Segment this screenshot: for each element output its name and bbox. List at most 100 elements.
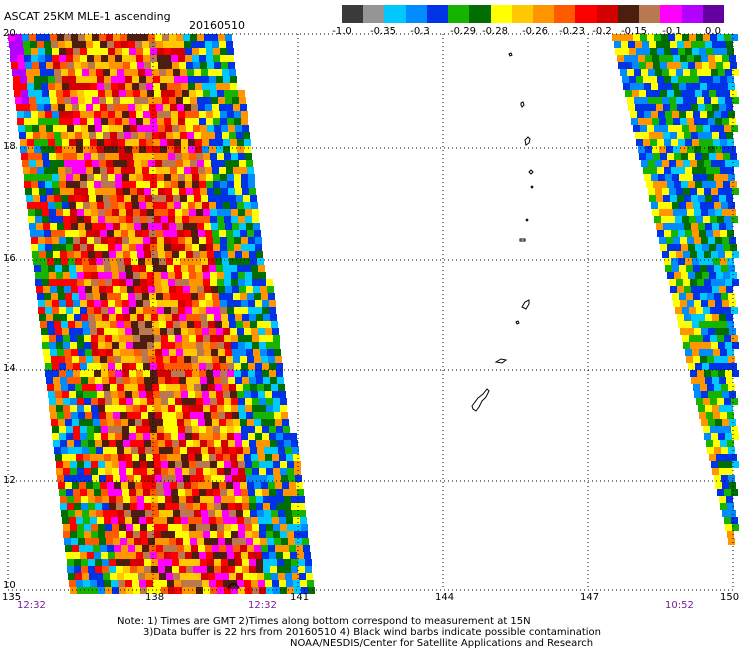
swath-cell [243, 321, 250, 328]
swath-cell [196, 209, 203, 216]
swath-cell [87, 48, 94, 55]
swath-cell [223, 517, 230, 524]
swath-cell [87, 174, 94, 181]
swath-cell [175, 587, 182, 594]
swath-cell [89, 69, 96, 76]
swath-cell [689, 307, 696, 314]
swath-cell [45, 307, 52, 314]
swath-cell [242, 440, 249, 447]
swath-cell [671, 258, 678, 265]
swath-cell [227, 489, 234, 496]
swath-cell [255, 370, 262, 377]
swath-cell [228, 251, 235, 258]
swath-cell [176, 160, 183, 167]
swath-cell [112, 209, 119, 216]
swath-cell [38, 55, 45, 62]
swath-cell [182, 587, 189, 594]
swath-cell [721, 202, 728, 209]
swath-cell [53, 377, 60, 384]
swath-cell [141, 412, 148, 419]
swath-cell [213, 111, 220, 118]
swath-cell [105, 90, 112, 97]
swath-cell [674, 153, 681, 160]
swath-cell [722, 55, 729, 62]
swath-cell [692, 167, 699, 174]
swath-cell [270, 496, 277, 503]
swath-cell [157, 244, 164, 251]
swath-cell [210, 461, 217, 468]
swath-cell [67, 503, 74, 510]
swath-cell [731, 335, 738, 342]
swath-cell [188, 146, 195, 153]
swath-cell [80, 552, 87, 559]
swath-cell [81, 251, 88, 258]
swath-cell [187, 573, 194, 580]
swath-cell [670, 195, 677, 202]
swath-cell [245, 398, 252, 405]
swath-cell [683, 251, 690, 258]
colorbar-swatch [384, 5, 406, 23]
swath-cell [55, 454, 62, 461]
swath-cell [76, 328, 83, 335]
swath-cell [118, 139, 125, 146]
swath-cell [720, 167, 727, 174]
swath-cell [216, 202, 223, 209]
swath-cell [201, 195, 208, 202]
swath-cell [202, 76, 209, 83]
swath-cell [221, 566, 228, 573]
swath-cell [282, 419, 289, 426]
swath-cell [27, 76, 34, 83]
swath-cell [649, 41, 656, 48]
swath-cell [668, 216, 675, 223]
swath-cell [66, 552, 73, 559]
swath-cell [706, 440, 713, 447]
swath-cell [179, 559, 186, 566]
swath-cell [710, 398, 717, 405]
swath-cell [112, 90, 119, 97]
swath-cell [106, 475, 113, 482]
swath-cell [275, 482, 282, 489]
swath-cell [676, 251, 683, 258]
swath-cell [620, 69, 627, 76]
swath-cell [73, 433, 80, 440]
swath-cell [220, 48, 227, 55]
swath-cell [248, 370, 255, 377]
colorbar-tick-label: -1.0 [332, 26, 352, 37]
swath-cell [286, 580, 293, 587]
swath-cell [285, 447, 292, 454]
swath-cell [16, 104, 23, 111]
swath-cell [146, 391, 153, 398]
swath-cell [723, 244, 730, 251]
swath-cell [154, 468, 161, 475]
swath-cell [157, 363, 164, 370]
swath-cell [200, 188, 207, 195]
swath-cell [277, 440, 284, 447]
swath-cell [173, 447, 180, 454]
swath-cell [179, 377, 186, 384]
swath-cell [66, 48, 73, 55]
swath-cell [259, 524, 266, 531]
swath-cell [724, 34, 731, 41]
swath-cell [44, 104, 51, 111]
swath-cell [162, 538, 169, 545]
swath-cell [695, 153, 702, 160]
colorbar-tick-label: -0.23 [559, 26, 585, 37]
swath-cell [237, 265, 244, 272]
swath-cell [84, 531, 91, 538]
swath-cell [94, 174, 101, 181]
swath-cell [209, 328, 216, 335]
swath-cell [202, 83, 209, 90]
swath-cell [717, 34, 724, 41]
swath-cell [228, 377, 235, 384]
swath-cell [203, 587, 210, 594]
swath-cell [165, 440, 172, 447]
swath-cell [241, 300, 248, 307]
swath-cell [89, 573, 96, 580]
swath-cell [692, 349, 699, 356]
swath-cell [215, 132, 222, 139]
swath-cell [156, 293, 163, 300]
swath-cell [97, 391, 104, 398]
swath-cell [214, 125, 221, 132]
swath-cell [49, 335, 56, 342]
swath-cell [672, 265, 679, 272]
